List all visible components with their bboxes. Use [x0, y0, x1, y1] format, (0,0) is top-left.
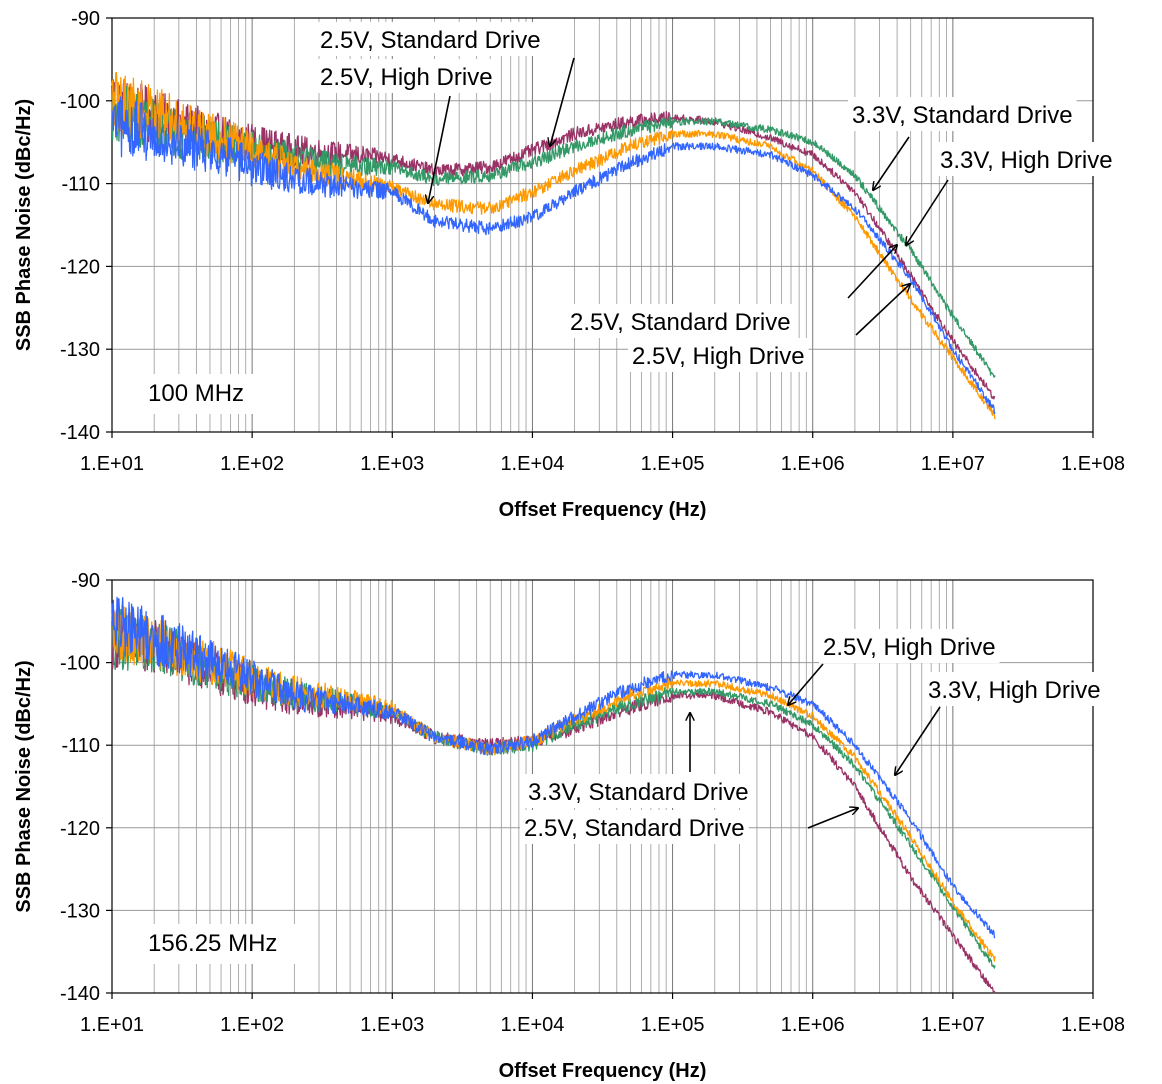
- annotation-arrow: [788, 663, 824, 705]
- annotation: 3.3V, High Drive: [895, 672, 1105, 775]
- x-tick-label: 1.E+04: [500, 1014, 564, 1036]
- annotations: 2.5V, Standard Drive 2.5V, High Drive 3.…: [316, 22, 1117, 372]
- annotation: 2.5V, Standard Drive: [566, 245, 897, 338]
- annotation-arrow: [895, 706, 941, 775]
- x-tick-label: 1.E+03: [360, 1014, 424, 1036]
- annotation-arrow: [873, 136, 910, 190]
- annotation: 3.3V, Standard Drive: [524, 713, 753, 808]
- annotation-label: 3.3V, High Drive: [940, 147, 1113, 174]
- y-tick-labels: -90 -100 -110 -120 -130 -140: [60, 8, 100, 444]
- annotation-arrow: [847, 245, 897, 299]
- y-tick-label: -100: [60, 91, 100, 113]
- x-axis-title: Offset Frequency (Hz): [499, 499, 707, 521]
- annotation: 2.5V, Standard Drive: [316, 22, 575, 146]
- annotation: 2.5V, High Drive: [788, 629, 1000, 705]
- plot-area-frame: [111, 579, 1094, 994]
- series-line: [111, 596, 996, 939]
- y-tick-label: -90: [71, 8, 100, 30]
- y-axis-title: SSB Phase Noise (dBc/Hz): [13, 99, 35, 351]
- annotations: 2.5V, High Drive 3.3V, High Drive 3.3V, …: [520, 629, 1105, 844]
- annotation-arrow: [550, 57, 575, 146]
- annotation-label: 2.5V, Standard Drive: [570, 309, 791, 336]
- panel-label-box: [140, 374, 270, 414]
- x-tick-label: 1.E+02: [220, 1014, 284, 1036]
- axis-ticks: [106, 579, 1094, 999]
- annotation-label: 3.3V, Standard Drive: [852, 102, 1073, 129]
- x-tick-label: 1.E+07: [921, 453, 985, 475]
- plot-area-frame: [111, 17, 1094, 433]
- y-tick-label: -140: [60, 422, 100, 444]
- series-lines: [111, 71, 996, 420]
- series-line: [111, 71, 996, 420]
- y-axis-title: SSB Phase Noise (dBc/Hz): [13, 660, 35, 912]
- y-tick-label: -140: [60, 983, 100, 1005]
- annotation-label: 2.5V, High Drive: [632, 343, 805, 370]
- axis-ticks: [106, 17, 1094, 438]
- x-axis-title: Offset Frequency (Hz): [499, 1060, 707, 1082]
- y-tick-label: -120: [60, 256, 100, 278]
- x-tick-labels: 1.E+01 1.E+02 1.E+03 1.E+04 1.E+05 1.E+0…: [80, 1014, 1125, 1036]
- annotation-label: 2.5V, High Drive: [823, 634, 996, 661]
- x-tick-label: 1.E+07: [921, 1014, 985, 1036]
- annotation: 2.5V, High Drive: [316, 59, 497, 203]
- x-tick-label: 1.E+02: [220, 453, 284, 475]
- chart-panel-156mhz: 1.E+01 1.E+02 1.E+03 1.E+04 1.E+05 1.E+0…: [13, 570, 1125, 1082]
- x-tick-label: 1.E+06: [781, 453, 845, 475]
- annotation-label: 2.5V, Standard Drive: [320, 27, 541, 54]
- annotation: 2.5V, Standard Drive: [520, 808, 858, 844]
- y-tick-labels: -90 -100 -110 -120 -130 -140: [60, 570, 100, 1005]
- x-tick-label: 1.E+05: [641, 1014, 705, 1036]
- y-tick-label: -110: [61, 174, 100, 196]
- annotation-arrow: [906, 179, 949, 245]
- grid-lines: [112, 18, 1093, 432]
- annotation-arrow: [807, 808, 858, 829]
- annotation-arrow: [855, 284, 910, 336]
- x-tick-label: 1.E+05: [641, 453, 705, 475]
- annotation: 2.5V, High Drive: [628, 284, 910, 372]
- annotation: 3.3V, Standard Drive: [848, 97, 1077, 190]
- panel-label-box: [140, 924, 316, 964]
- y-tick-label: -130: [60, 339, 100, 361]
- annotation-label: 2.5V, High Drive: [320, 64, 493, 91]
- annotation-label: 3.3V, Standard Drive: [528, 779, 749, 806]
- x-tick-label: 1.E+08: [1061, 453, 1125, 475]
- series-line: [111, 96, 996, 415]
- annotation-label: 3.3V, High Drive: [928, 677, 1101, 704]
- x-tick-label: 1.E+01: [80, 1014, 144, 1036]
- y-tick-label: -120: [60, 818, 100, 840]
- annotation-label: 2.5V, Standard Drive: [524, 815, 745, 842]
- panel-label: 100 MHz: [148, 380, 244, 407]
- panel-label: 156.25 MHz: [148, 930, 277, 957]
- annotation: 3.3V, High Drive: [906, 142, 1117, 245]
- chart-panel-100mhz: 1.E+01 1.E+02 1.E+03 1.E+04 1.E+05 1.E+0…: [13, 8, 1125, 521]
- x-tick-label: 1.E+03: [360, 453, 424, 475]
- y-tick-label: -110: [61, 735, 100, 757]
- y-tick-label: -130: [60, 900, 100, 922]
- annotation-arrow: [428, 95, 451, 203]
- y-tick-label: -90: [71, 570, 100, 592]
- x-tick-labels: 1.E+01 1.E+02 1.E+03 1.E+04 1.E+05 1.E+0…: [80, 453, 1125, 475]
- x-tick-label: 1.E+06: [781, 1014, 845, 1036]
- series-lines: [111, 596, 996, 994]
- x-tick-label: 1.E+04: [500, 453, 564, 475]
- x-tick-label: 1.E+08: [1061, 1014, 1125, 1036]
- y-tick-label: -100: [60, 653, 100, 675]
- x-tick-label: 1.E+01: [80, 453, 144, 475]
